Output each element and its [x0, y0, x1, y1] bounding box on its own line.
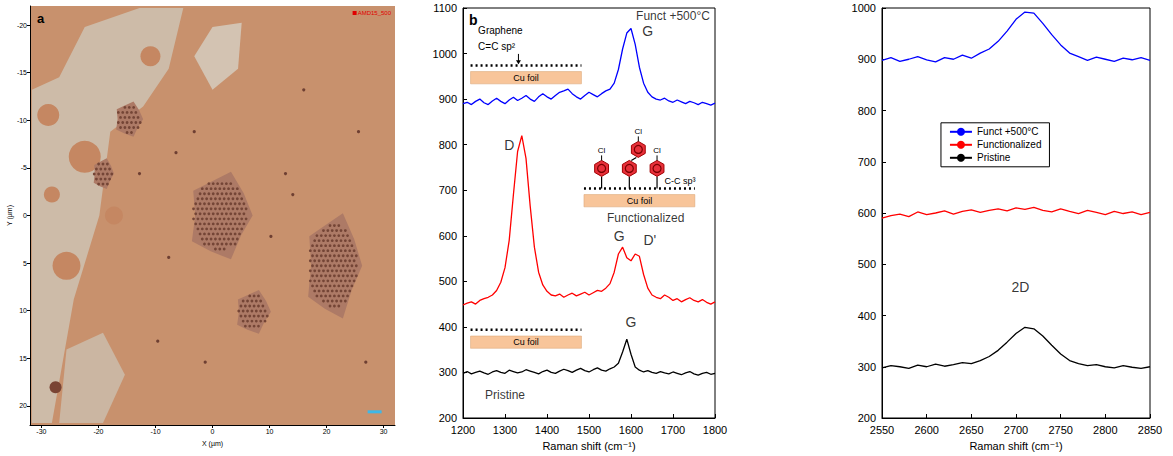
svg-text:0: 0 [211, 428, 215, 435]
svg-text:-10: -10 [150, 428, 160, 435]
svg-text:1400: 1400 [535, 424, 559, 436]
svg-text:0: 0 [23, 212, 27, 219]
svg-text:20: 20 [19, 402, 27, 409]
svg-text:a: a [37, 11, 45, 26]
svg-text:1000: 1000 [852, 2, 876, 14]
svg-text:1600: 1600 [619, 424, 643, 436]
svg-text:-30: -30 [36, 428, 46, 435]
svg-text:10: 10 [266, 428, 274, 435]
svg-text:300: 300 [439, 366, 457, 378]
svg-text:1000: 1000 [433, 48, 457, 60]
svg-text:1700: 1700 [661, 424, 685, 436]
svg-text:200: 200 [439, 412, 457, 424]
svg-text:2800: 2800 [1093, 424, 1117, 436]
svg-text:X (µm): X (µm) [202, 440, 223, 448]
svg-text:C=C sp²: C=C sp² [478, 41, 516, 52]
svg-text:2700: 2700 [1004, 424, 1028, 436]
svg-text:300: 300 [858, 361, 876, 373]
svg-text:Pristine: Pristine [485, 388, 525, 402]
svg-text:C-C sp³: C-C sp³ [665, 176, 696, 186]
svg-text:G: G [642, 23, 653, 39]
svg-text:AMD15_500: AMD15_500 [358, 10, 392, 16]
svg-text:1500: 1500 [577, 424, 601, 436]
svg-text:Functionalized: Functionalized [977, 139, 1041, 150]
svg-text:700: 700 [439, 184, 457, 196]
svg-text:Pristine: Pristine [977, 152, 1011, 163]
svg-text:-20: -20 [17, 22, 27, 29]
svg-text:2600: 2600 [914, 424, 938, 436]
svg-text:Cu foil: Cu foil [513, 73, 539, 83]
svg-text:900: 900 [858, 53, 876, 65]
svg-text:400: 400 [858, 310, 876, 322]
svg-text:10: 10 [19, 307, 27, 314]
svg-text:800: 800 [858, 105, 876, 117]
svg-text:900: 900 [439, 93, 457, 105]
svg-text:1800: 1800 [703, 424, 727, 436]
svg-text:2550: 2550 [870, 424, 894, 436]
svg-text:5: 5 [23, 260, 27, 267]
svg-text:G: G [626, 314, 637, 330]
svg-text:1100: 1100 [433, 2, 457, 14]
svg-text:30: 30 [380, 428, 388, 435]
svg-text:Funct +500°C: Funct +500°C [977, 126, 1039, 137]
svg-text:Cl: Cl [635, 127, 643, 136]
svg-text:500: 500 [858, 258, 876, 270]
svg-text:Functionalized: Functionalized [607, 211, 684, 225]
svg-text:Y (µm): Y (µm) [6, 205, 14, 226]
svg-text:400: 400 [439, 321, 457, 333]
svg-text:600: 600 [439, 230, 457, 242]
svg-text:2850: 2850 [1138, 424, 1162, 436]
svg-text:1200: 1200 [451, 424, 475, 436]
svg-text:600: 600 [858, 207, 876, 219]
svg-text:G: G [614, 228, 625, 244]
svg-text:Cu foil: Cu foil [627, 196, 653, 206]
svg-text:2D: 2D [1012, 279, 1030, 295]
svg-text:Raman shift (cm⁻¹): Raman shift (cm⁻¹) [542, 440, 635, 452]
svg-text:D': D' [644, 232, 657, 248]
svg-text:-10: -10 [17, 117, 27, 124]
svg-text:800: 800 [439, 139, 457, 151]
svg-text:Raman shift (cm⁻¹): Raman shift (cm⁻¹) [969, 440, 1062, 452]
svg-text:Cl: Cl [653, 146, 661, 155]
svg-text:2650: 2650 [959, 424, 983, 436]
svg-text:Graphene: Graphene [478, 25, 523, 36]
svg-text:-5: -5 [21, 164, 27, 171]
svg-text:20: 20 [323, 428, 331, 435]
svg-text:Funct +500°C: Funct +500°C [636, 9, 710, 23]
svg-text:500: 500 [439, 275, 457, 287]
svg-text:Cu foil: Cu foil [513, 337, 539, 347]
svg-text:700: 700 [858, 156, 876, 168]
svg-text:-15: -15 [17, 69, 27, 76]
svg-text:b: b [469, 12, 478, 28]
svg-text:Cl: Cl [598, 146, 606, 155]
svg-text:200: 200 [858, 412, 876, 424]
svg-text:1300: 1300 [493, 424, 517, 436]
svg-text:-20: -20 [93, 428, 103, 435]
svg-text:2750: 2750 [1048, 424, 1072, 436]
svg-text:D: D [504, 137, 514, 153]
svg-text:15: 15 [19, 355, 27, 362]
